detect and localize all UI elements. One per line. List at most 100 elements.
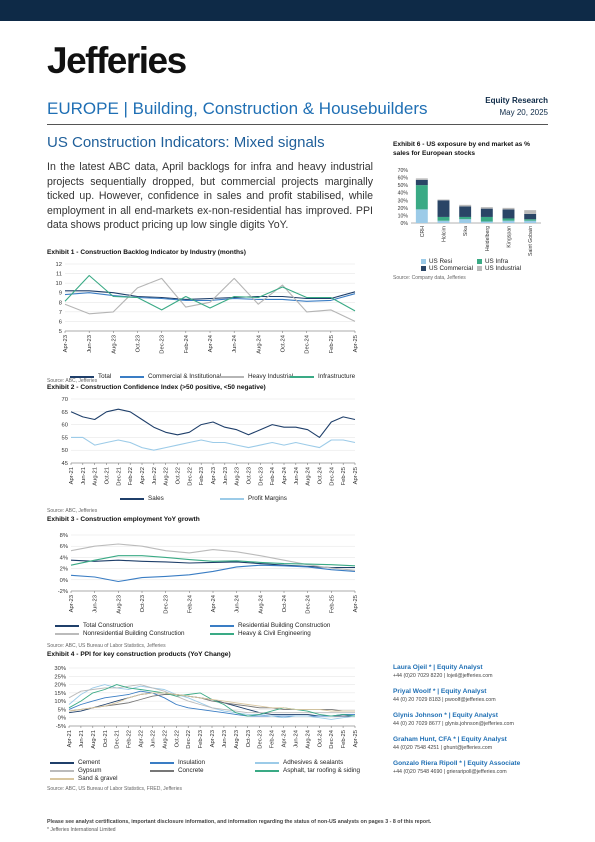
bar-segment [502,209,515,219]
x-tick-label: Dec-24 [329,466,335,485]
x-tick-label: Oct-23 [247,467,253,484]
analyst-name[interactable]: Priyal Woolf * | Equity Analyst [393,688,487,695]
y-tick-label: 50 [62,448,68,454]
legend-item: Cement [50,759,100,766]
analyst-contact[interactable]: +44 (0)20 7548 4690 | grieraripoll@jeffe… [393,769,507,775]
bar-segment [502,218,515,221]
y-tick-label: 25% [54,674,66,680]
analyst-contact[interactable]: 44 (0) 20 7029 8677 | glynis.johnson@jef… [393,721,514,727]
series-line [68,692,355,712]
series-line [65,290,356,300]
analyst-name[interactable]: Gonzalo Riera Ripoll * | Equity Associat… [393,760,521,767]
x-tick-label: Apr-25 [353,730,359,747]
legend-label: US Infra [485,258,509,265]
x-tick-label: Dec-22 [186,730,192,749]
exhibit-3-source: Source: ABC, US Bureau of Labor Statisti… [47,643,166,649]
body-paragraph: In the latest ABC data, April backlogs f… [47,161,373,232]
x-tick-label: Jun-22 [150,730,156,748]
x-tick-label: Dec-23 [160,335,166,354]
x-tick-label: Aug-24 [305,729,311,748]
x-tick-label: Dec-22 [187,467,193,486]
legend-swatch [255,769,279,772]
exhibit-6-source: Source: Company data, Jefferies [393,275,466,281]
bar-segment [502,220,515,223]
y-tick-label: -5% [56,724,66,730]
legend-swatch [290,375,314,378]
legend-item: Sales [120,495,164,502]
y-tick-label: -2% [58,589,68,595]
legend-swatch [421,259,426,264]
legend-item: Insulation [150,759,205,766]
legend-label: Profit Margins [248,495,287,502]
exhibit-4-chart: -5% 0% 5% 10% 15% 20% 25% 30% Apr-21 Jun-21 Aug-21… [54,666,359,749]
x-tick-label: Jun-23 [222,730,228,748]
bar-segment [524,220,537,223]
legend-item: Concrete [150,767,204,774]
analyst-name[interactable]: Graham Hunt, CFA * | Equity Analyst [393,736,507,743]
exhibit-6-legend: US Resi US Infra US Commercial US Indust… [421,258,541,274]
x-tick-label: Dec-23 [164,595,170,614]
x-tick-label: Aug-23 [235,467,241,486]
analyst-name[interactable]: Laura Ojeil * | Equity Analyst [393,664,483,671]
bar-segment [415,178,428,180]
x-tick-label: Feb-24 [184,334,190,353]
x-tick-label: Dec-21 [116,467,122,486]
x-tick-label: Oct-24 [282,594,288,612]
x-tick-label: Apr-25 [353,467,359,484]
y-tick-label: 55 [62,435,68,441]
x-tick-label: Aug-24 [306,466,312,485]
y-tick-label: 70 [62,397,68,403]
y-tick-label: 70% [398,168,409,174]
legend-item: Commercial & Institutional [120,373,221,380]
legend-label: Total [98,373,112,380]
x-tick-label: Sika [463,226,469,236]
bar-segment [437,216,450,221]
legend-item: US Industrial [477,265,521,272]
legend-item: Sand & gravel [50,775,118,782]
x-tick-label: Dec-23 [258,730,264,749]
legend-swatch [150,769,174,772]
legend-item: Gypsum [50,767,101,774]
legend-item: Residential Building Construction [210,622,330,629]
analyst-contact[interactable]: +44 (0)20 7029 8220 | lojeil@jefferies.c… [393,673,493,679]
bar-segment [480,221,493,223]
x-tick-label: Oct-23 [246,730,252,747]
analyst-contact[interactable]: 44 (0) 20 7029 8183 | pwoolf@jefferies.c… [393,697,496,703]
y-tick-label: 30% [398,198,409,204]
y-tick-label: 20% [54,683,66,689]
y-tick-label: 12 [56,262,62,268]
y-tick-label: 10 [56,281,62,287]
bar-segment [459,206,472,217]
legend-label: US Industrial [485,265,522,272]
x-tick-label: Dec-24 [306,594,312,613]
legend-item: Heavy & Civil Engineering [210,630,311,637]
analyst-card: Laura Ojeil * | Equity Analyst +44 (0)20… [393,664,493,679]
x-tick-label: Jun-21 [81,467,87,485]
analyst-contact[interactable]: 44 (0)20 7548 4251 | ghunt@jefferies.com [393,745,493,751]
legend-swatch [120,375,144,378]
legend-item: Heavy Industrial [220,373,293,380]
legend-swatch [55,632,79,635]
bar-segment [437,220,450,223]
legend-label: Concrete [178,767,204,774]
x-tick-label: CRH [420,226,426,237]
x-tick-label: Aug-24 [258,594,264,613]
doc-date: May 20, 2025 [499,108,548,117]
disclaimer: Please see analyst certifications, impor… [47,819,432,825]
legend-swatch [55,624,79,627]
x-tick-label: Oct-24 [317,729,323,747]
x-tick-label: Holcim [442,226,448,242]
series-line [64,274,356,312]
bar-segment [524,210,537,214]
legend-label: Heavy Industrial [248,373,294,380]
y-tick-label: 4% [60,555,68,561]
analyst-name[interactable]: Glynis Johnson * | Equity Analyst [393,712,498,719]
legend-swatch [150,761,174,764]
bar-segment [415,209,428,223]
x-tick-label: Kingspan [507,226,513,248]
legend-label: Adhesives & sealants [283,759,344,766]
y-tick-label: 6 [59,319,62,325]
bar-segment [437,200,450,217]
x-tick-label: Apr-24 [211,594,217,612]
legend-label: Sales [148,495,164,502]
